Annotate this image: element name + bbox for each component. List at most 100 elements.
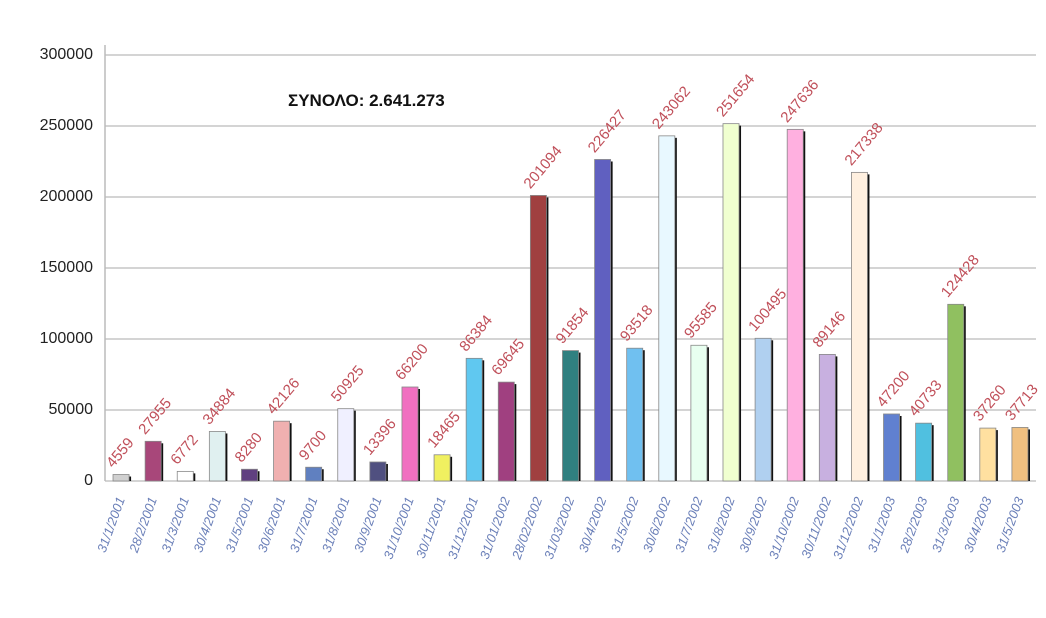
bar-shadow (384, 463, 388, 481)
bar (722, 123, 740, 482)
bar-shadow (770, 340, 774, 481)
bar (401, 386, 419, 482)
x-tick-label: 31/8/2001 (319, 495, 353, 554)
x-tick-label: 31/8/2002 (704, 494, 738, 554)
y-tick-label: 150000 (40, 259, 93, 276)
y-tick-label: 50000 (49, 401, 94, 418)
x-tick-label: 31/03/2002 (541, 494, 578, 561)
bar (947, 303, 965, 482)
x-tick-label: 30/6/2002 (640, 494, 674, 554)
value-label: 86384 (456, 312, 496, 355)
bar-shadow (224, 433, 228, 481)
bar (562, 350, 579, 482)
x-tick-label: 30/4/2003 (961, 494, 995, 554)
bar (915, 422, 933, 482)
value-label: 247636 (777, 77, 822, 126)
bar (465, 357, 483, 482)
value-label: 42126 (264, 375, 304, 418)
bar (594, 159, 612, 482)
bar (497, 381, 515, 482)
bar (786, 128, 804, 482)
x-tick-label: 30/4/2002 (576, 494, 610, 554)
x-tick-label: 31/10/2002 (766, 494, 803, 561)
bar (883, 413, 900, 482)
bar-shadow (641, 350, 645, 481)
bar-shadow (417, 388, 421, 481)
bar (176, 470, 194, 482)
value-label: 69645 (488, 336, 528, 379)
bar (529, 195, 547, 482)
value-label: 6772 (167, 431, 201, 467)
bar-shadow (705, 347, 709, 481)
bar-shadow (577, 352, 581, 481)
bar-shadow (962, 306, 966, 481)
x-tick-label: 31/7/2002 (672, 494, 706, 554)
bar (337, 408, 355, 482)
bar-shadow (288, 423, 292, 481)
x-tick-label: 30/9/2002 (736, 494, 770, 554)
value-label: 37260 (970, 382, 1010, 425)
x-tick-label: 31/01/2002 (477, 494, 514, 561)
value-label: 18465 (424, 408, 464, 451)
bar (658, 135, 676, 482)
bar (818, 354, 836, 482)
bar-shadow (320, 469, 324, 481)
bar-shadow (545, 197, 549, 481)
value-label: 95585 (681, 299, 721, 342)
x-tick-label: 31/12/2001 (445, 495, 481, 561)
bar-shadow (866, 174, 870, 481)
value-label: 100495 (745, 286, 790, 335)
bar (626, 347, 644, 482)
value-label: 47200 (874, 368, 914, 411)
bar (208, 431, 226, 482)
bar-shadow (834, 356, 838, 481)
x-tick-label: 31/5/2003 (993, 494, 1027, 554)
value-label: 66200 (392, 341, 432, 384)
x-tick-label: 31/10/2001 (380, 495, 416, 561)
bar-shadow (192, 473, 196, 481)
bar-shadow (1026, 429, 1030, 481)
bar-shadow (160, 443, 164, 481)
x-tick-label: 28/02/2002 (509, 494, 546, 562)
value-label: 217338 (841, 120, 886, 169)
value-label: 8280 (232, 429, 266, 465)
bar-shadow (513, 384, 517, 481)
bar-shadow (994, 430, 998, 481)
y-tick-label: 100000 (40, 330, 93, 347)
value-label: 89146 (809, 308, 849, 351)
value-label: 251654 (713, 71, 758, 120)
value-label: 91854 (553, 304, 593, 347)
bar-shadow (738, 125, 742, 482)
bar (273, 420, 290, 482)
x-tick-label: 30/11/2002 (798, 494, 834, 560)
bar-shadow (673, 137, 677, 481)
x-tick-label: 31/3/2001 (158, 495, 192, 554)
x-tick-label: 31/5/2001 (222, 495, 256, 554)
value-label: 34884 (199, 385, 239, 428)
bar (690, 344, 708, 482)
value-label: 9700 (296, 427, 330, 463)
value-label: 93518 (617, 302, 657, 345)
value-label: 124428 (938, 252, 983, 301)
value-label: 243062 (649, 83, 694, 132)
bar-shadow (256, 471, 260, 481)
x-tick-label: 28/2/2003 (896, 494, 930, 555)
value-label: 201094 (520, 143, 565, 192)
value-label: 37713 (1002, 381, 1042, 424)
value-label: 226427 (585, 107, 630, 156)
bar (1011, 427, 1029, 482)
bar (433, 454, 451, 482)
bar-shadow (802, 131, 806, 481)
x-tick-label: 31/1/2003 (864, 494, 898, 554)
x-tick-label: 31/12/2002 (830, 494, 867, 561)
x-tick-label: 31/1/2001 (94, 495, 128, 554)
bar-shadow (930, 425, 934, 481)
bar-shadow (481, 360, 485, 481)
bar (305, 466, 323, 482)
x-tick-label: 30/9/2001 (351, 495, 385, 554)
bar-shadow (128, 476, 132, 481)
x-tick-label: 30/6/2001 (255, 495, 289, 554)
x-tick-label: 31/7/2001 (287, 495, 321, 554)
y-tick-label: 250000 (40, 117, 93, 134)
